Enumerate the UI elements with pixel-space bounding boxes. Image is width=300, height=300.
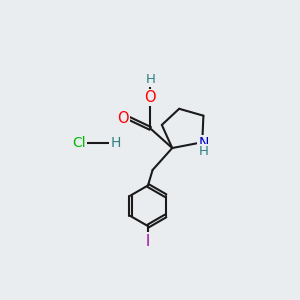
- Text: H: H: [199, 145, 208, 158]
- Text: O: O: [117, 110, 129, 125]
- Text: N: N: [198, 136, 208, 150]
- Text: H: H: [145, 74, 155, 86]
- Text: I: I: [146, 234, 150, 249]
- Text: H: H: [110, 136, 121, 150]
- Text: Cl: Cl: [72, 136, 86, 150]
- Text: O: O: [145, 90, 156, 105]
